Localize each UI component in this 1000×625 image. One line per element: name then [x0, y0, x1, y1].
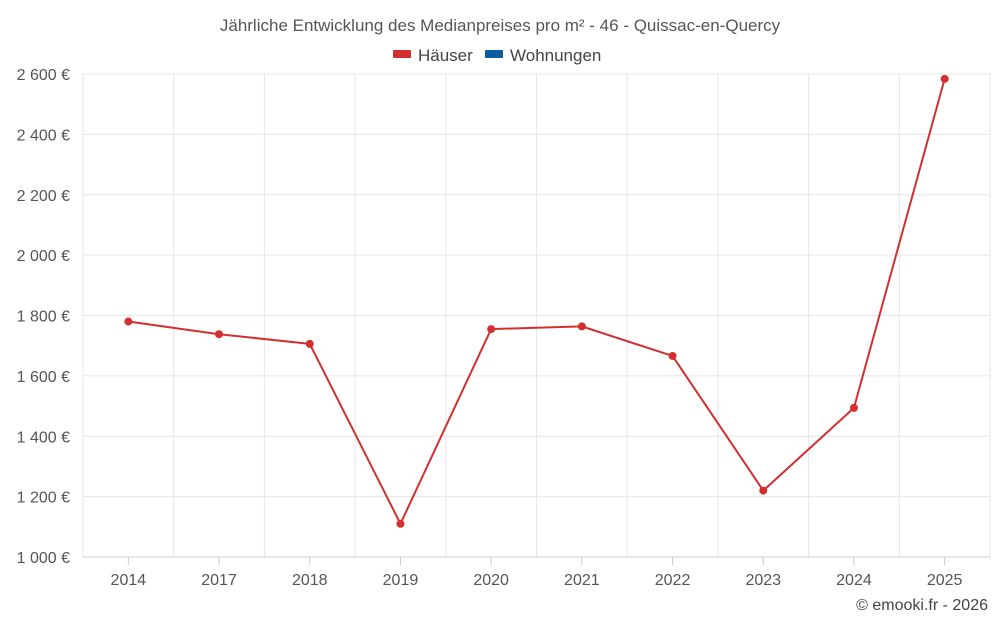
y-tick-label: 1 200 € — [17, 490, 70, 507]
data-point[interactable] — [487, 325, 496, 334]
data-point[interactable] — [759, 486, 768, 495]
x-axis: 2014 2017 2018 2019 2020 2021 2022 2023 2024 2025 — [83, 556, 990, 589]
y-tick-label: 2 000 € — [17, 248, 70, 265]
legend-swatch-apartments — [485, 50, 503, 58]
data-point[interactable] — [215, 330, 224, 339]
legend-swatch-houses — [393, 50, 411, 58]
data-point[interactable] — [668, 351, 677, 360]
x-tick-label: 2014 — [111, 572, 147, 589]
data-point[interactable] — [940, 74, 949, 83]
y-tick-label: 1 000 € — [17, 550, 70, 567]
legend-item-apartments[interactable]: Wohnungen — [485, 46, 601, 65]
legend-label-houses: Häuser — [418, 46, 473, 65]
gridlines — [82, 73, 991, 558]
x-tick-label: 2022 — [655, 572, 691, 589]
x-tick-label: 2020 — [473, 572, 509, 589]
x-tick-label: 2019 — [383, 572, 419, 589]
y-tick-label: 1 400 € — [17, 429, 70, 446]
y-tick-label: 1 800 € — [17, 309, 70, 326]
legend-label-apartments: Wohnungen — [510, 46, 601, 65]
chart-title: Jährliche Entwicklung des Medianpreises … — [220, 16, 781, 35]
data-point[interactable] — [305, 339, 314, 348]
y-tick-label: 2 600 € — [17, 67, 70, 84]
y-axis: 1 000 € 1 200 € 1 400 € 1 600 € 1 800 € 2 000… — [17, 67, 70, 567]
legend: Häuser Wohnungen — [393, 46, 601, 65]
series-line — [128, 78, 946, 525]
data-point[interactable] — [849, 403, 858, 412]
data-point[interactable] — [577, 322, 586, 331]
x-tick-label: 2025 — [927, 572, 963, 589]
x-tick-label: 2023 — [745, 572, 781, 589]
x-tick-label: 2018 — [292, 572, 328, 589]
y-tick-label: 1 600 € — [17, 369, 70, 386]
y-tick-label: 2 400 € — [17, 127, 70, 144]
data-point[interactable] — [396, 519, 405, 528]
legend-item-houses[interactable]: Häuser — [393, 46, 473, 65]
data-point[interactable] — [124, 317, 133, 326]
series — [124, 74, 949, 528]
y-tick-label: 2 200 € — [17, 188, 70, 205]
credit-text: © emooki.fr - 2026 — [856, 597, 988, 614]
x-tick-label: 2024 — [836, 572, 872, 589]
x-tick-label: 2017 — [201, 572, 237, 589]
x-tick-label: 2021 — [564, 572, 600, 589]
